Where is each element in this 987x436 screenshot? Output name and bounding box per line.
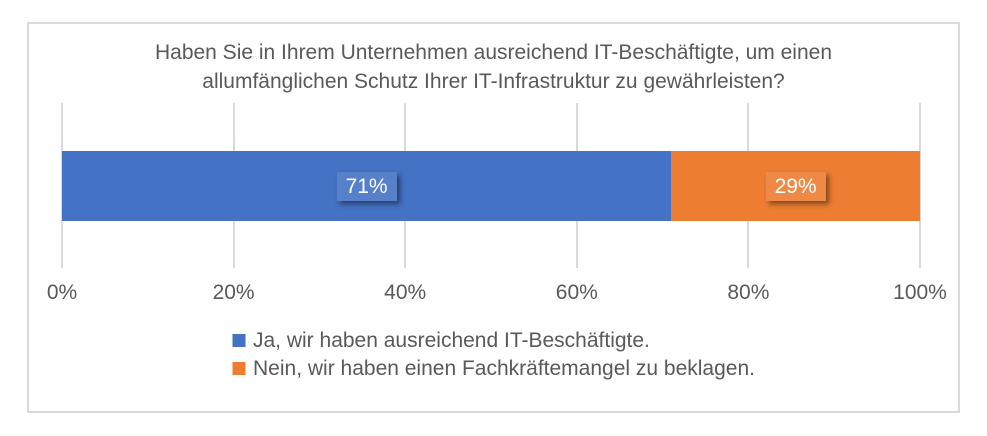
x-tick-label: 80%: [727, 281, 770, 304]
x-tick-label: 40%: [384, 281, 427, 304]
data-label: 29%: [765, 171, 826, 201]
bar-segment-ja: 71%: [62, 151, 672, 221]
x-tick-label: 60%: [555, 281, 598, 304]
legend-item: Nein, wir haben einen Fachkräftemangel z…: [232, 355, 755, 382]
x-tick-label: 20%: [212, 281, 255, 304]
legend-label: Ja, wir haben ausreichend IT-Beschäftigt…: [253, 329, 650, 352]
stacked-bar: 71% 29%: [62, 151, 920, 221]
plot-area: 71% 29%: [61, 103, 921, 268]
legend-swatch-icon: [232, 362, 246, 375]
gridline: [919, 103, 921, 268]
x-tick-label: 0%: [46, 281, 78, 304]
chart-title: Haben Sie in Ihrem Unternehmen ausreiche…: [154, 41, 833, 93]
legend-label: Nein, wir haben einen Fachkräftemangel z…: [253, 357, 755, 380]
chart-card: Haben Sie in Ihrem Unternehmen ausreiche…: [27, 22, 960, 413]
legend: Ja, wir haben ausreichend IT-Beschäftigt…: [232, 327, 755, 382]
bar-segment-nein: 29%: [671, 151, 920, 221]
x-axis: 0% 20% 40% 60% 80% 100%: [47, 281, 947, 307]
x-tick-label: 100%: [893, 281, 947, 304]
data-label: 71%: [336, 171, 397, 201]
legend-swatch-icon: [232, 334, 246, 347]
legend-item: Ja, wir haben ausreichend IT-Beschäftigt…: [232, 327, 755, 354]
